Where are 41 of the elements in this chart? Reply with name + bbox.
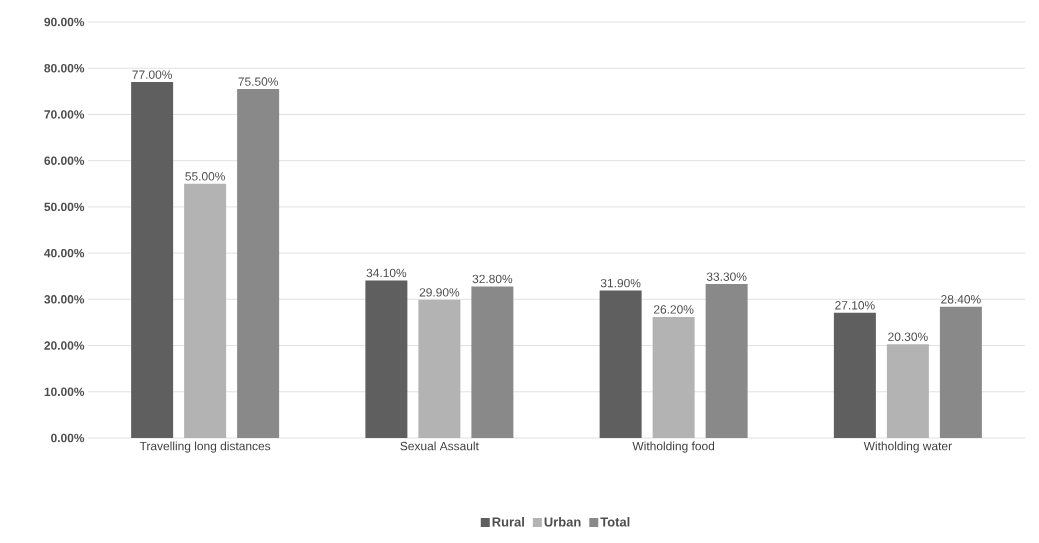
data-label: 75.50% xyxy=(238,77,278,86)
data-label: 32.80% xyxy=(472,274,513,284)
y-tick-label: 70.00% xyxy=(44,110,85,119)
bar xyxy=(131,82,174,438)
bar xyxy=(833,312,876,438)
bar xyxy=(886,344,929,438)
legend-label: Rural xyxy=(492,517,524,527)
legend-label: Urban xyxy=(544,517,581,527)
y-tick-label: 80.00% xyxy=(44,64,85,73)
bar xyxy=(365,280,408,438)
bar xyxy=(471,286,514,438)
bar xyxy=(652,316,695,438)
y-tick-label: 50.00% xyxy=(44,202,85,212)
y-tick-label: 60.00% xyxy=(44,156,85,165)
y-tick-label: 30.00% xyxy=(44,295,85,304)
legend-label: Total xyxy=(600,517,630,527)
x-tick-label: Sexual Assault xyxy=(400,441,479,451)
data-label: 27.10% xyxy=(835,301,875,310)
bar xyxy=(599,290,642,438)
bar xyxy=(237,89,280,438)
data-label: 28.40% xyxy=(941,295,981,304)
data-label: 55.00% xyxy=(185,172,225,181)
data-label: 20.30% xyxy=(888,332,928,341)
data-label: 29.90% xyxy=(419,288,460,297)
y-tick-label: 90.00% xyxy=(44,17,85,27)
data-label: 34.10% xyxy=(366,268,407,278)
y-tick-label: 0.00% xyxy=(51,433,85,443)
data-label: 26.20% xyxy=(653,305,694,314)
y-tick-label: 10.00% xyxy=(44,387,85,396)
data-label: 33.30% xyxy=(706,272,747,281)
bar xyxy=(939,306,982,438)
x-tick-label: Witholding food xyxy=(632,441,715,453)
data-label: 77.00% xyxy=(132,70,172,79)
bar xyxy=(184,183,227,438)
x-tick-label: Witholding water xyxy=(863,441,952,453)
y-tick-label: 40.00% xyxy=(44,248,85,258)
bar xyxy=(705,284,748,438)
bar xyxy=(418,299,461,438)
y-tick-label: 20.00% xyxy=(44,341,85,350)
data-label: 31.90% xyxy=(600,278,641,288)
x-tick-label: Travelling long distances xyxy=(139,441,271,453)
